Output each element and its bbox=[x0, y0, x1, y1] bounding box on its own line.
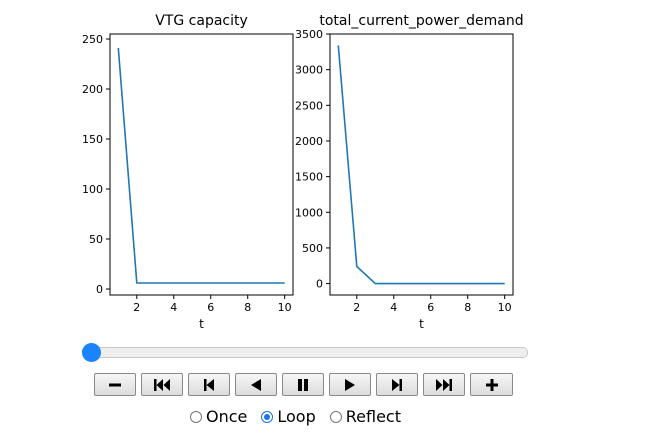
x-tick-label: 8 bbox=[244, 301, 251, 314]
x-axis-label: t bbox=[419, 317, 424, 331]
y-tick-label: 2500 bbox=[295, 99, 323, 112]
fast-backward-icon bbox=[154, 378, 170, 391]
animation-controls bbox=[94, 373, 513, 397]
once-radio[interactable] bbox=[190, 410, 202, 423]
fast-forward-icon bbox=[436, 378, 452, 391]
reflect-radio[interactable] bbox=[329, 410, 342, 423]
previous-frame-button[interactable] bbox=[188, 373, 230, 396]
series-line bbox=[337, 45, 505, 285]
y-tick-label: 3000 bbox=[295, 64, 323, 77]
next-frame-button[interactable] bbox=[376, 373, 418, 396]
x-tick-label: 10 bbox=[278, 301, 292, 314]
slider-thumb[interactable] bbox=[82, 343, 101, 362]
play-button[interactable] bbox=[329, 373, 371, 396]
series-line bbox=[117, 47, 285, 284]
y-tick-label: 250 bbox=[82, 33, 103, 46]
chart-title: total_current_power_demand bbox=[319, 13, 523, 29]
frame-slider[interactable] bbox=[80, 342, 530, 362]
y-tick-label: 1500 bbox=[295, 171, 323, 184]
x-tick-label: 2 bbox=[353, 301, 360, 314]
decrease-speed-button[interactable] bbox=[94, 373, 136, 396]
y-tick-label: 3500 bbox=[295, 28, 323, 41]
loop-label: Loop bbox=[277, 407, 316, 426]
plot-frame bbox=[329, 33, 514, 296]
y-tick-label: 500 bbox=[302, 242, 323, 255]
y-tick-label: 50 bbox=[89, 233, 103, 246]
x-tick-label: 10 bbox=[498, 301, 512, 314]
mode-reflect[interactable]: Reflect bbox=[329, 407, 401, 426]
plot-frame bbox=[109, 33, 294, 296]
step-forward-icon bbox=[392, 378, 402, 391]
reflect-label: Reflect bbox=[345, 407, 401, 426]
first-frame-button[interactable] bbox=[141, 373, 183, 396]
pause-button[interactable] bbox=[282, 373, 324, 396]
play-icon bbox=[345, 378, 355, 391]
loop-radio[interactable] bbox=[261, 410, 274, 423]
plus-icon bbox=[485, 378, 498, 391]
y-tick-label: 150 bbox=[82, 133, 103, 146]
minus-icon bbox=[109, 383, 121, 386]
y-tick-label: 1000 bbox=[295, 206, 323, 219]
play-reverse-button[interactable] bbox=[235, 373, 277, 396]
mode-once[interactable]: Once bbox=[190, 407, 247, 426]
x-tick-label: 6 bbox=[207, 301, 214, 314]
x-tick-label: 8 bbox=[464, 301, 471, 314]
chart-title: VTG capacity bbox=[155, 13, 248, 29]
x-tick-label: 2 bbox=[133, 301, 140, 314]
mode-loop[interactable]: Loop bbox=[261, 407, 316, 426]
y-tick-label: 200 bbox=[82, 83, 103, 96]
x-tick-label: 4 bbox=[390, 301, 397, 314]
x-axis-label: t bbox=[199, 317, 204, 331]
loop-mode-selector: Once Loop Reflect bbox=[190, 407, 401, 426]
step-backward-icon bbox=[204, 378, 214, 391]
slider-track[interactable] bbox=[82, 347, 528, 358]
increase-speed-button[interactable] bbox=[470, 373, 513, 396]
x-tick-label: 6 bbox=[427, 301, 434, 314]
y-tick-label: 2000 bbox=[295, 135, 323, 148]
x-tick-label: 4 bbox=[170, 301, 177, 314]
y-tick-label: 0 bbox=[96, 283, 103, 296]
y-tick-label: 100 bbox=[82, 183, 103, 196]
y-tick-label: 0 bbox=[316, 278, 323, 291]
pause-icon bbox=[298, 378, 308, 391]
once-label: Once bbox=[206, 407, 248, 426]
last-frame-button[interactable] bbox=[423, 373, 465, 396]
play-reverse-icon bbox=[251, 378, 261, 391]
